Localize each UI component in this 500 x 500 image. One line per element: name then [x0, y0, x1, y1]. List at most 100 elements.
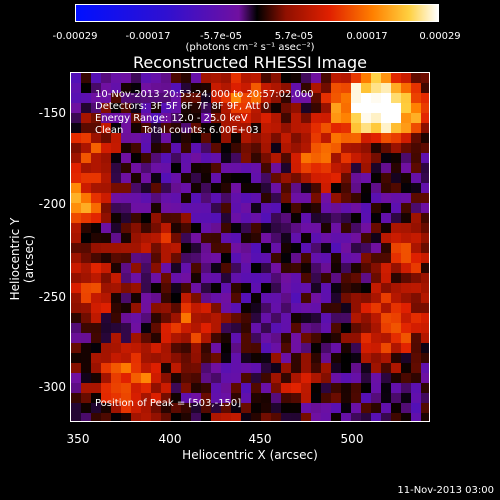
heatmap-cell: [281, 173, 291, 183]
heatmap-cell: [251, 343, 261, 353]
heatmap-cell: [301, 83, 311, 93]
heatmap-cell: [101, 233, 111, 243]
heatmap-cell: [391, 233, 401, 243]
heatmap-cell: [211, 373, 221, 383]
heatmap-cell: [221, 243, 231, 253]
heatmap-cell: [351, 153, 361, 163]
heatmap-cell: [361, 153, 371, 163]
heatmap-cell: [281, 103, 291, 113]
heatmap-cell: [81, 303, 91, 313]
heatmap-cell: [231, 73, 241, 83]
heatmap-cell: [271, 293, 281, 303]
heatmap-cell: [261, 83, 271, 93]
heatmap-cell: [261, 323, 271, 333]
heatmap-cell: [371, 263, 381, 273]
heatmap-cell: [71, 123, 81, 133]
heatmap-cell: [131, 133, 141, 143]
peak-position-label: Position of Peak = [503,-150]: [95, 398, 242, 409]
heatmap-cell: [101, 73, 111, 83]
heatmap-cell: [261, 223, 271, 233]
heatmap-cell: [181, 293, 191, 303]
heatmap-cell: [331, 293, 341, 303]
heatmap-cell: [381, 323, 391, 333]
heatmap-cell: [131, 353, 141, 363]
heatmap-cell: [121, 413, 131, 421]
heatmap-cell: [251, 73, 261, 83]
colorbar-tick-label: -0.00029: [52, 31, 98, 42]
heatmap-cell: [71, 293, 81, 303]
heatmap-cell: [201, 223, 211, 233]
heatmap-cell: [261, 133, 271, 143]
heatmap-cell: [111, 113, 121, 123]
heatmap-cell: [71, 333, 81, 343]
heatmap-cell: [231, 193, 241, 203]
heatmap: [71, 73, 429, 421]
heatmap-cell: [241, 303, 251, 313]
heatmap-cell: [281, 333, 291, 343]
heatmap-cell: [221, 213, 231, 223]
heatmap-cell: [131, 183, 141, 193]
heatmap-cell: [341, 273, 351, 283]
colorbar-gradient: [76, 5, 438, 21]
heatmap-cell: [391, 363, 401, 373]
heatmap-cell: [221, 333, 231, 343]
heatmap-cell: [401, 363, 411, 373]
heatmap-cell: [271, 283, 281, 293]
heatmap-cell: [401, 323, 411, 333]
heatmap-cell: [81, 363, 91, 373]
heatmap-cell: [371, 183, 381, 193]
heatmap-cell: [311, 143, 321, 153]
heatmap-cell: [91, 133, 101, 143]
heatmap-cell: [241, 223, 251, 233]
heatmap-cell: [191, 153, 201, 163]
heatmap-cell: [401, 163, 411, 173]
heatmap-cell: [211, 73, 221, 83]
heatmap-cell: [271, 343, 281, 353]
heatmap-cell: [231, 343, 241, 353]
heatmap-cell: [151, 83, 161, 93]
heatmap-cell: [361, 283, 371, 293]
heatmap-cell: [251, 383, 261, 393]
heatmap-cell: [81, 273, 91, 283]
heatmap-cell: [391, 153, 401, 163]
heatmap-cell: [141, 243, 151, 253]
heatmap-cell: [111, 363, 121, 373]
heatmap-cell: [221, 133, 231, 143]
heatmap-cell: [231, 233, 241, 243]
heatmap-cell: [111, 293, 121, 303]
heatmap-cell: [341, 203, 351, 213]
heatmap-cell: [71, 393, 81, 403]
heatmap-cell: [361, 383, 371, 393]
heatmap-cell: [251, 193, 261, 203]
heatmap-cell: [101, 343, 111, 353]
heatmap-cell: [231, 163, 241, 173]
heatmap-cell: [351, 323, 361, 333]
heatmap-cell: [91, 153, 101, 163]
heatmap-cell: [421, 103, 429, 113]
heatmap-cell: [91, 353, 101, 363]
heatmap-cell: [231, 173, 241, 183]
heatmap-cell: [151, 93, 161, 103]
heatmap-cell: [211, 203, 221, 213]
heatmap-cell: [131, 123, 141, 133]
heatmap-cell: [261, 333, 271, 343]
heatmap-cell: [171, 163, 181, 173]
heatmap-cell: [171, 193, 181, 203]
heatmap-cell: [101, 183, 111, 193]
heatmap-cell: [381, 223, 391, 233]
heatmap-cell: [211, 123, 221, 133]
heatmap-cell: [81, 373, 91, 383]
heatmap-cell: [71, 353, 81, 363]
heatmap-cell: [201, 353, 211, 363]
heatmap-cell: [181, 323, 191, 333]
heatmap-cell: [171, 303, 181, 313]
heatmap-cell: [391, 263, 401, 273]
heatmap-cell: [281, 233, 291, 243]
heatmap-cell: [201, 283, 211, 293]
heatmap-cell: [281, 303, 291, 313]
heatmap-cell: [111, 373, 121, 383]
heatmap-cell: [101, 113, 111, 123]
heatmap-cell: [111, 123, 121, 133]
heatmap-cell: [71, 143, 81, 153]
heatmap-cell: [291, 373, 301, 383]
